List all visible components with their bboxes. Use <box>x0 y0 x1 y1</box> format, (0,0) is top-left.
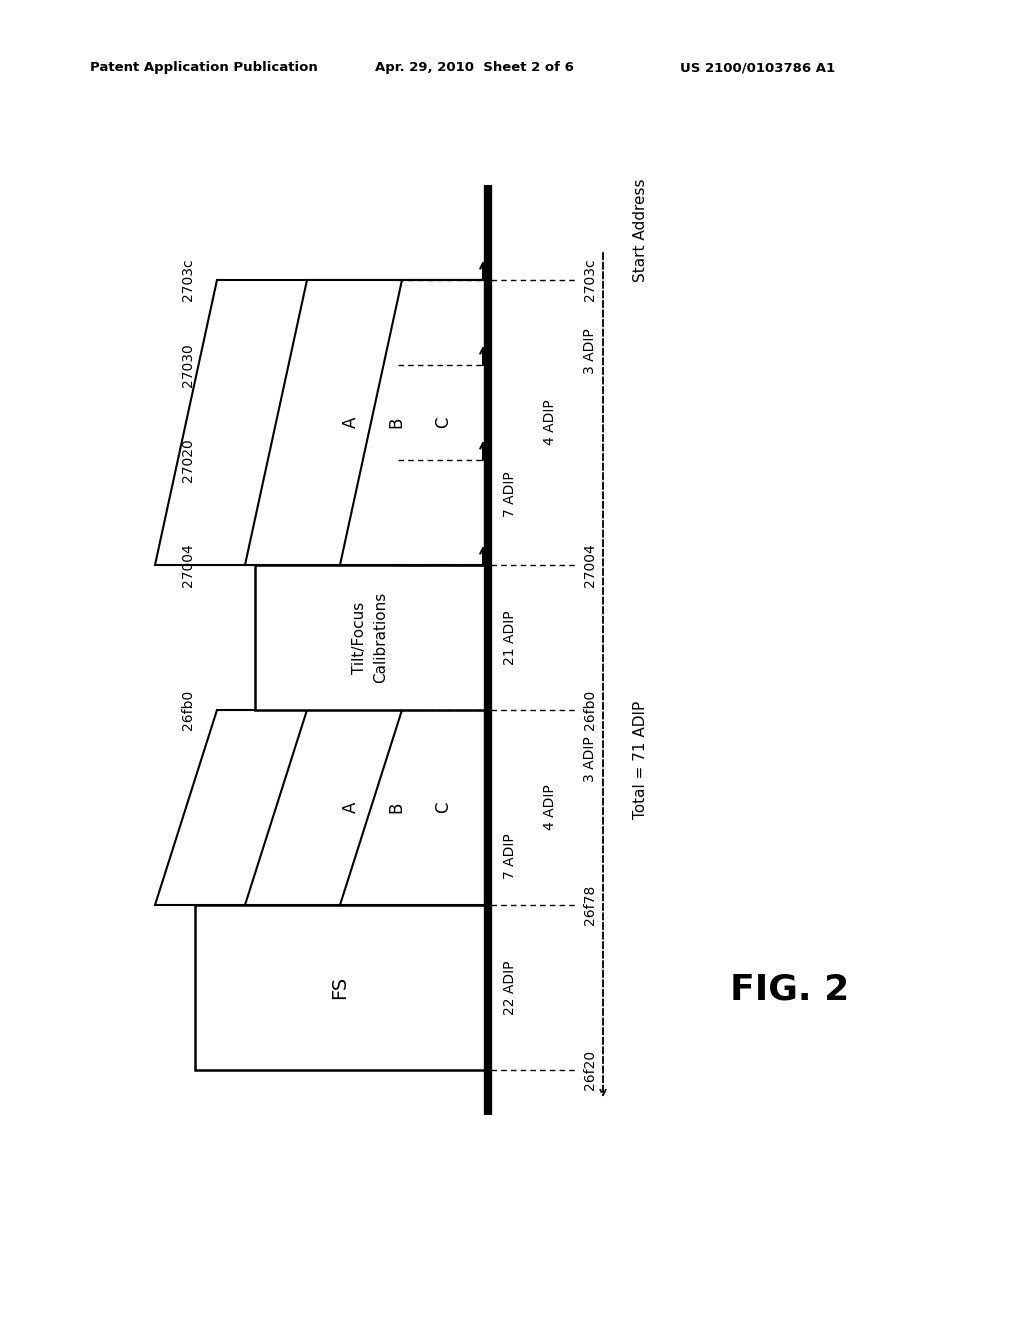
Text: 22 ADIP: 22 ADIP <box>503 960 517 1015</box>
Text: FS: FS <box>331 975 349 999</box>
Text: 2703c: 2703c <box>583 259 597 301</box>
Text: 7 ADIP: 7 ADIP <box>503 471 517 516</box>
Text: 26fb0: 26fb0 <box>583 690 597 730</box>
Text: Apr. 29, 2010  Sheet 2 of 6: Apr. 29, 2010 Sheet 2 of 6 <box>375 62 573 74</box>
Text: 26f20: 26f20 <box>583 1049 597 1090</box>
Text: Patent Application Publication: Patent Application Publication <box>90 62 317 74</box>
Bar <box>195 906 485 1071</box>
Text: A: A <box>342 801 360 813</box>
Text: 26fb0: 26fb0 <box>181 690 195 730</box>
Text: 27030: 27030 <box>181 343 195 387</box>
Text: B: B <box>387 417 406 428</box>
Text: 4 ADIP: 4 ADIP <box>543 784 557 830</box>
Text: 3 ADIP: 3 ADIP <box>583 735 597 781</box>
Text: Total = 71 ADIP: Total = 71 ADIP <box>633 701 648 820</box>
Text: C: C <box>434 801 453 813</box>
Text: 27020: 27020 <box>181 438 195 482</box>
Polygon shape <box>245 710 485 906</box>
Text: 4 ADIP: 4 ADIP <box>543 400 557 445</box>
Polygon shape <box>155 280 485 565</box>
Text: 2703c: 2703c <box>181 259 195 301</box>
Text: 27004: 27004 <box>583 543 597 587</box>
Text: 7 ADIP: 7 ADIP <box>503 833 517 879</box>
Polygon shape <box>245 280 485 565</box>
Text: C: C <box>434 417 453 428</box>
Bar <box>255 565 485 710</box>
Text: A: A <box>342 417 360 428</box>
Text: 3 ADIP: 3 ADIP <box>583 329 597 374</box>
Text: 27004: 27004 <box>181 543 195 587</box>
Polygon shape <box>155 710 485 906</box>
Text: 26f78: 26f78 <box>583 884 597 925</box>
Text: US 2100/0103786 A1: US 2100/0103786 A1 <box>680 62 836 74</box>
Polygon shape <box>340 710 485 906</box>
Text: Tilt/Focus
Calibrations: Tilt/Focus Calibrations <box>352 591 388 684</box>
Text: FIG. 2: FIG. 2 <box>730 973 850 1007</box>
Text: 21 ADIP: 21 ADIP <box>503 610 517 665</box>
Polygon shape <box>340 280 485 565</box>
Text: B: B <box>387 801 406 813</box>
Text: Start Address: Start Address <box>633 178 648 281</box>
